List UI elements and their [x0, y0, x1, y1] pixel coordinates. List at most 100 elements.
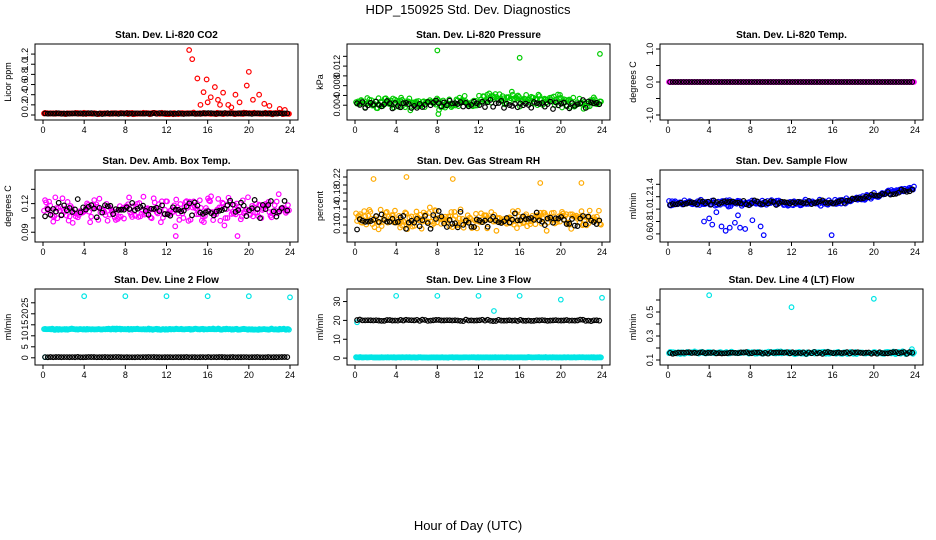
- data-point: [96, 195, 103, 202]
- reference-point: [102, 202, 108, 209]
- reference-point: [732, 349, 739, 356]
- data-point: [701, 218, 707, 225]
- reference-point: [433, 216, 439, 222]
- data-point: [204, 293, 211, 300]
- data-points: [666, 292, 917, 358]
- data-point: [208, 193, 214, 200]
- reference-point: [906, 79, 913, 85]
- reference-point: [825, 200, 831, 206]
- x-tick-label: 12: [786, 247, 796, 257]
- reference-point: [841, 79, 848, 85]
- reference-point: [93, 354, 100, 361]
- x-tick-label: 16: [515, 370, 525, 380]
- x-tick-label: 0: [352, 370, 357, 380]
- reference-point: [841, 349, 848, 356]
- reference-point: [721, 198, 728, 205]
- reference-point: [414, 215, 420, 222]
- reference-point: [756, 200, 763, 207]
- reference-point: [868, 191, 875, 198]
- reference-point: [805, 349, 812, 356]
- reference-point: [678, 349, 684, 356]
- x-tick-label: 4: [82, 370, 87, 380]
- reference-point: [411, 317, 418, 324]
- reference-point: [354, 226, 360, 233]
- reference-point: [754, 79, 761, 85]
- data-point: [172, 223, 179, 230]
- reference-point: [411, 219, 418, 226]
- reference-point: [389, 215, 396, 222]
- data-point: [578, 180, 585, 186]
- reference-point: [430, 317, 437, 324]
- data-point: [287, 294, 293, 301]
- data-point: [207, 94, 214, 101]
- x-tick-label: 24: [597, 125, 607, 135]
- data-points: [41, 47, 292, 118]
- reference-point: [588, 318, 595, 324]
- reference-point: [468, 317, 475, 324]
- x-tick-label: 12: [161, 370, 171, 380]
- plot-frame: [34, 43, 299, 121]
- reference-point: [44, 354, 51, 361]
- reference-point: [590, 317, 597, 324]
- x-tick-label: 20: [244, 125, 254, 135]
- reference-point: [107, 354, 114, 361]
- reference-point: [110, 211, 116, 218]
- reference-point: [156, 208, 163, 214]
- reference-point: [375, 219, 382, 225]
- reference-point: [669, 201, 676, 207]
- reference-point: [808, 350, 815, 357]
- reference-point: [503, 215, 510, 221]
- reference-point: [827, 199, 834, 206]
- reference-point: [825, 79, 831, 85]
- y-tick-label: 1.4: [645, 178, 655, 191]
- x-tick-label: 4: [82, 247, 87, 257]
- reference-point: [756, 349, 763, 356]
- reference-point: [69, 354, 76, 361]
- reference-point: [895, 79, 902, 85]
- data-points: [353, 292, 605, 361]
- reference-point: [675, 200, 682, 207]
- y-tick-label: 0.6: [645, 228, 655, 241]
- x-tick-label: 20: [556, 125, 566, 135]
- y-axis-label: ml/min: [315, 314, 325, 341]
- reference-point: [558, 100, 565, 107]
- reference-point: [107, 202, 114, 209]
- reference-point: [389, 105, 396, 112]
- reference-point: [582, 221, 589, 228]
- reference-point: [539, 317, 546, 324]
- data-point: [597, 50, 603, 57]
- reference-point: [781, 199, 788, 205]
- x-tick-label: 16: [828, 370, 838, 380]
- reference-point: [362, 317, 369, 324]
- reference-point: [240, 354, 247, 361]
- reference-point: [816, 198, 823, 205]
- reference-point: [808, 79, 815, 85]
- reference-point: [778, 349, 785, 356]
- reference-point: [724, 199, 731, 206]
- reference-point: [482, 104, 488, 110]
- reference-point: [484, 223, 491, 230]
- chart-panel-9: Stan. Dev. Line 4 (LT) Flow ml/min 0 4 8 12 16…: [628, 275, 924, 380]
- reference-point: [547, 317, 554, 324]
- reference-point: [792, 200, 799, 207]
- reference-point: [797, 79, 804, 85]
- y-tick-label: 0.3: [645, 330, 655, 343]
- reference-point: [514, 318, 521, 324]
- reference-point: [520, 317, 526, 324]
- reference-point: [118, 206, 125, 213]
- reference-point: [460, 103, 467, 110]
- reference-point: [142, 110, 149, 117]
- data-point: [709, 221, 716, 228]
- reference-point: [844, 79, 850, 85]
- reference-point: [857, 349, 864, 356]
- x-tick-label: 20: [244, 247, 254, 257]
- data-point: [64, 198, 71, 205]
- reference-point: [903, 188, 910, 195]
- reference-point: [452, 220, 458, 227]
- reference-point: [438, 213, 445, 220]
- x-tick-label: 16: [203, 125, 213, 135]
- data-point: [69, 219, 76, 226]
- reference-point: [216, 110, 223, 117]
- reference-point: [882, 350, 888, 357]
- y-axis-label: percent: [315, 190, 325, 221]
